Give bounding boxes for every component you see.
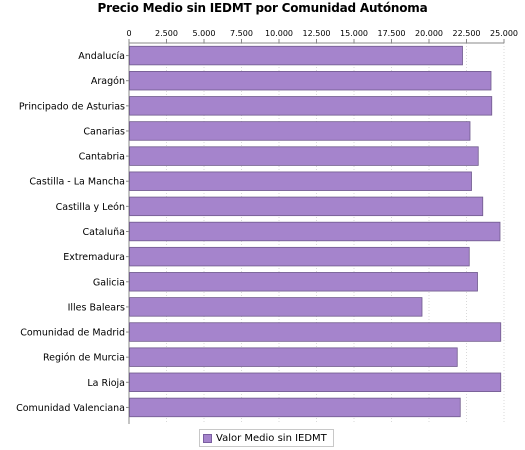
x-tick-label: 20.000 xyxy=(415,29,443,38)
x-tick-label: 7.500 xyxy=(230,29,253,38)
bar xyxy=(129,347,458,367)
bar xyxy=(129,246,470,267)
category-label: Extremadura xyxy=(63,252,125,263)
legend-swatch xyxy=(203,433,212,443)
bar xyxy=(129,196,484,217)
bar xyxy=(129,121,471,141)
category-label: Principado de Asturias xyxy=(19,101,125,112)
category-label: Castilla y León xyxy=(56,202,125,213)
category-label: Cantabria xyxy=(79,152,125,163)
bar xyxy=(129,171,472,191)
bar xyxy=(129,96,493,116)
category-label: Illes Balears xyxy=(68,302,125,313)
bar xyxy=(129,297,423,317)
category-label: Cataluña xyxy=(82,227,125,238)
category-label: Aragón xyxy=(91,76,125,87)
legend-label: Valor Medio sin IEDMT xyxy=(216,432,327,444)
category-label: Comunidad de Madrid xyxy=(20,328,125,339)
category-label: Canarias xyxy=(83,126,125,137)
bar xyxy=(129,146,479,166)
x-tick-label: 17.500 xyxy=(378,29,406,38)
category-label: Castilla - La Mancha xyxy=(29,177,125,188)
bar xyxy=(129,397,461,418)
x-tick-label: 2.500 xyxy=(155,29,178,38)
bar xyxy=(129,322,502,342)
bar xyxy=(129,272,478,292)
bar xyxy=(129,45,463,66)
x-tick-label: 5.000 xyxy=(193,29,216,38)
bar xyxy=(129,71,492,91)
category-label: Comunidad Valenciana xyxy=(16,403,125,414)
bar xyxy=(129,221,501,242)
bar xyxy=(129,372,502,392)
category-label: Región de Murcia xyxy=(43,353,125,364)
x-tick-label: 15.000 xyxy=(340,29,368,38)
category-label: La Rioja xyxy=(87,378,125,389)
chart-title: Precio Medio sin IEDMT por Comunidad Aut… xyxy=(97,1,428,15)
legend: Valor Medio sin IEDMT xyxy=(199,429,334,447)
x-tick-label: 10.000 xyxy=(265,29,293,38)
category-label: Andalucía xyxy=(78,51,125,62)
x-tick-label: 22.500 xyxy=(453,29,481,38)
x-tick-label: 12.500 xyxy=(303,29,331,38)
x-tick-label: 0 xyxy=(126,29,131,38)
x-tick-label: 25.000 xyxy=(490,29,518,38)
category-label: Galicia xyxy=(93,277,125,288)
